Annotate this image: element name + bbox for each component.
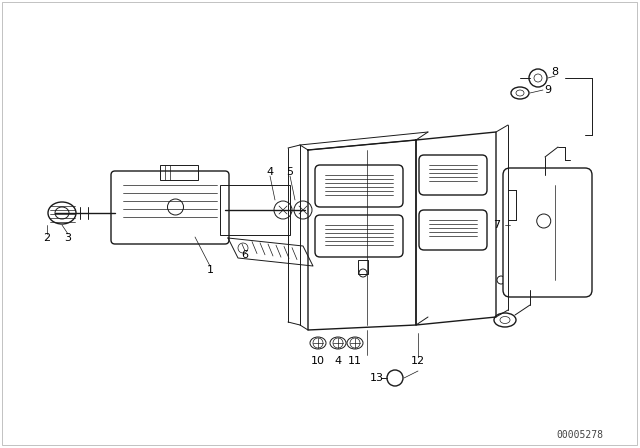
FancyBboxPatch shape bbox=[315, 215, 403, 257]
Bar bbox=[220, 185, 290, 235]
FancyBboxPatch shape bbox=[315, 165, 403, 207]
Bar bbox=[358, 260, 368, 274]
Text: 5: 5 bbox=[287, 167, 294, 177]
FancyBboxPatch shape bbox=[419, 155, 487, 195]
FancyBboxPatch shape bbox=[419, 210, 487, 250]
Text: 12: 12 bbox=[411, 356, 425, 366]
Bar bbox=[160, 165, 198, 180]
Text: 6: 6 bbox=[241, 250, 248, 260]
Text: 2: 2 bbox=[44, 233, 51, 243]
Text: 3: 3 bbox=[65, 233, 72, 243]
Text: 00005278: 00005278 bbox=[557, 430, 604, 440]
Text: 13: 13 bbox=[370, 373, 384, 383]
FancyBboxPatch shape bbox=[111, 171, 229, 244]
Text: 10: 10 bbox=[311, 356, 325, 366]
Text: 11: 11 bbox=[348, 356, 362, 366]
Text: 8: 8 bbox=[552, 67, 559, 77]
FancyBboxPatch shape bbox=[503, 168, 592, 297]
Text: 4: 4 bbox=[266, 167, 273, 177]
Text: 7: 7 bbox=[493, 220, 500, 230]
Text: 1: 1 bbox=[207, 265, 214, 275]
Text: 4: 4 bbox=[335, 356, 342, 366]
Text: 9: 9 bbox=[545, 85, 552, 95]
